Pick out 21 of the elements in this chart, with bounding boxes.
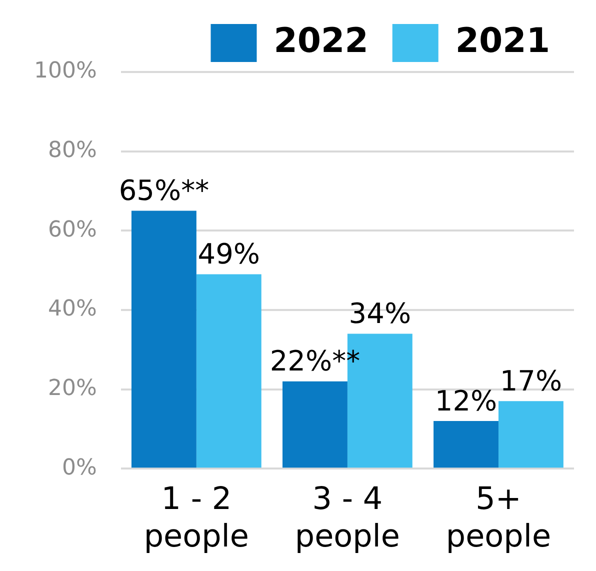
y-tick-label: 20% [48, 376, 97, 401]
bar [196, 274, 262, 468]
data-label: 34% [348, 297, 412, 330]
bar [434, 421, 498, 468]
legend-label: 2021 [455, 20, 550, 61]
bar [131, 210, 196, 468]
bar [282, 381, 348, 468]
x-tick-label: 3 - 4 people [294, 481, 400, 554]
y-tick-label: 40% [48, 296, 97, 322]
data-label: 17% [500, 364, 562, 398]
data-label: 12% [434, 384, 498, 418]
data-label: 49% [198, 238, 260, 271]
y-tick-label: 80% [48, 138, 97, 164]
y-tick-label: 0% [62, 455, 97, 480]
data-label: 65%** [118, 174, 210, 208]
legend-label: 2022 [274, 20, 368, 61]
y-tick-label: 60% [48, 217, 97, 242]
y-tick-label: 100% [34, 58, 97, 84]
x-tick-label: 5+ people [446, 481, 552, 554]
x-tick-label: 1 - 2 people [144, 481, 249, 554]
bar [498, 401, 564, 468]
